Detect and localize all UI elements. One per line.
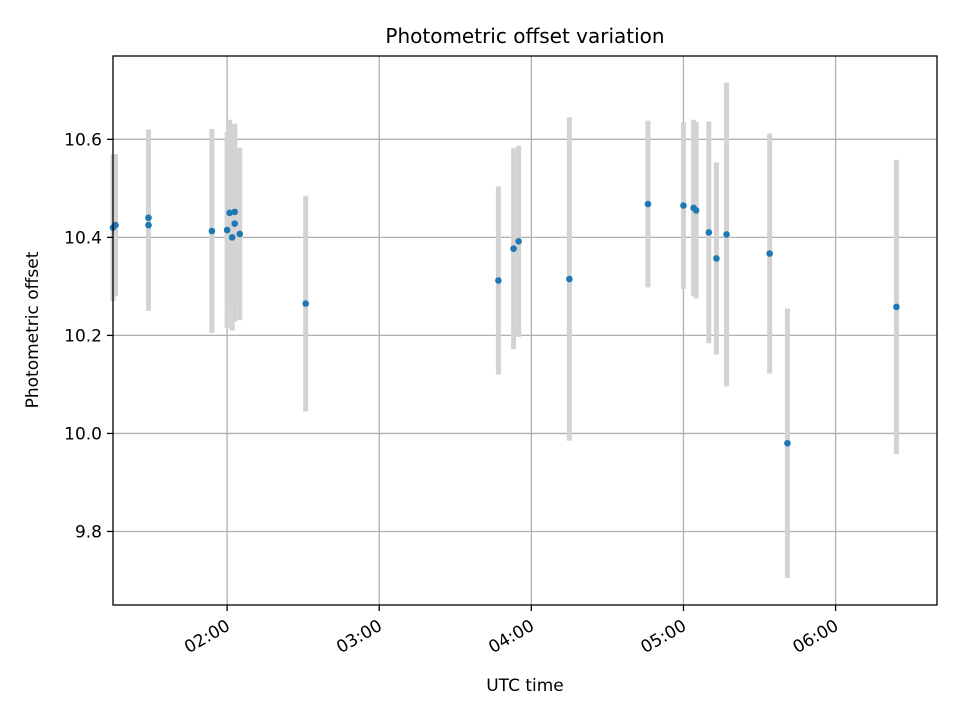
data-point (228, 234, 236, 241)
data-point (713, 255, 720, 262)
data-point (566, 275, 573, 283)
data-point (692, 207, 700, 214)
data-point (223, 226, 231, 234)
data-point (515, 237, 522, 245)
x-tick-label: 03:00 (333, 616, 385, 658)
data-point (231, 208, 238, 216)
chart-title: Photometric offset variation (385, 24, 664, 48)
y-tick-label: 9.8 (75, 522, 102, 542)
data-point (145, 221, 152, 229)
data-point (112, 221, 119, 229)
data-point (145, 214, 152, 222)
x-tick-label: 06:00 (790, 616, 842, 658)
data-point (766, 250, 773, 257)
data-point (495, 277, 502, 284)
data-point (510, 245, 517, 252)
data-point (302, 300, 309, 307)
data-point (893, 303, 900, 311)
data-point (208, 227, 216, 235)
y-tick-label: 10.0 (64, 424, 102, 444)
y-tick-label: 10.2 (64, 326, 102, 346)
data-point (226, 209, 233, 217)
data-point (236, 230, 244, 238)
plot-area-frame (112, 55, 938, 606)
y-axis-label: Photometric offset (23, 251, 43, 408)
x-axis-label: UTC time (486, 676, 564, 696)
data-points (109, 200, 900, 447)
data-point (231, 220, 238, 227)
x-tick-label: 04:00 (485, 616, 537, 658)
data-point (723, 231, 730, 238)
y-tick-label: 10.4 (64, 228, 102, 248)
data-point (644, 200, 652, 208)
data-point (705, 229, 713, 236)
x-tick-label: 02:00 (181, 616, 233, 658)
data-point (784, 439, 791, 447)
grid (113, 56, 937, 605)
data-point (680, 202, 687, 209)
x-tick-label: 05:00 (638, 616, 690, 658)
x-axis-ticks: 02:00 03:00 04:00 05:00 06:00 (181, 605, 842, 658)
error-bars (110, 82, 899, 579)
y-tick-label: 10.6 (64, 130, 102, 150)
y-axis-ticks: 9.8 10.0 10.2 10.4 10.6 (64, 130, 113, 542)
